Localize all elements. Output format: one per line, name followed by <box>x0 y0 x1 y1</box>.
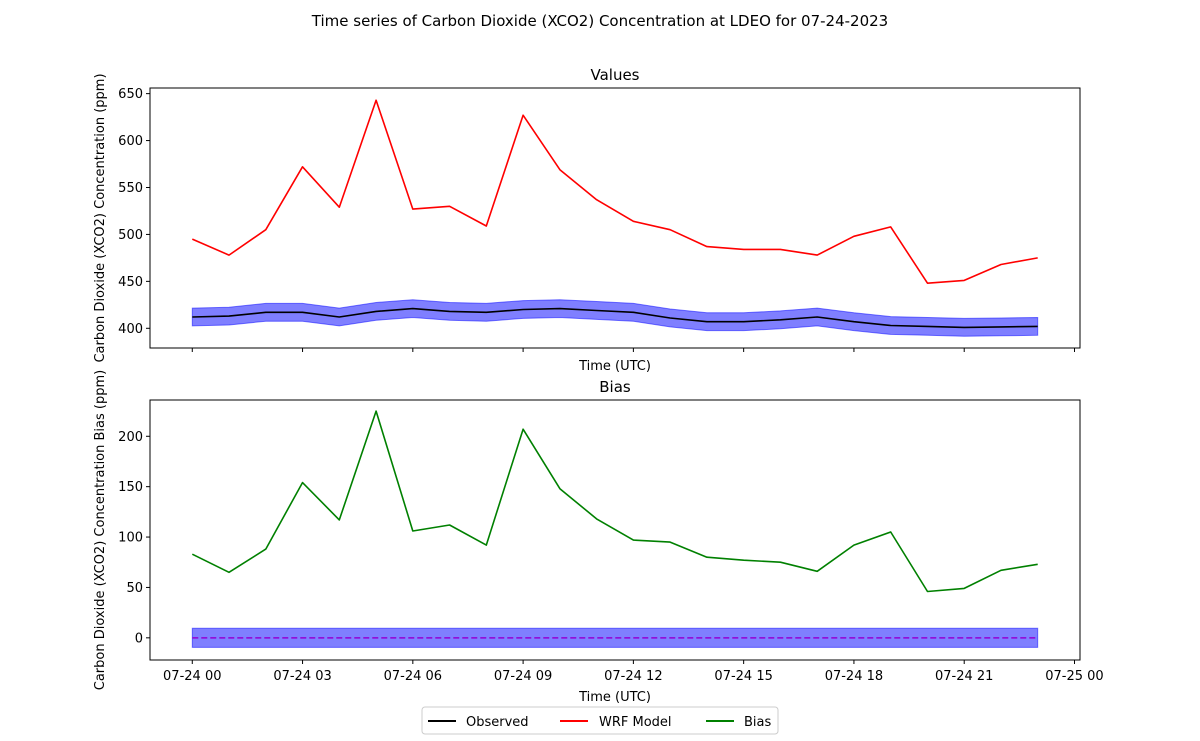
x-tick-label: 07-24 18 <box>825 669 883 684</box>
x-tick-label: 07-24 12 <box>604 669 662 684</box>
legend: Observed WRF Model Bias <box>421 706 779 735</box>
y-tick-label: 0 <box>135 631 143 646</box>
y-tick-label: 150 <box>118 480 143 495</box>
bias-panel-title: Bias <box>599 378 631 396</box>
bias-plot-frame <box>149 399 1081 661</box>
x-tick-label: 07-24 03 <box>273 669 331 684</box>
values-panel-title: Values <box>590 66 639 84</box>
values-panel: Values 400 450 500 550 600 650 Time (UTC) Car… <box>93 66 1081 374</box>
values-x-ticks <box>191 348 1075 352</box>
y-tick-label: 550 <box>118 181 143 196</box>
x-tick-label: 07-24 09 <box>494 669 552 684</box>
bias-x-axis-label: Time (UTC) <box>578 690 651 705</box>
bias-uncertainty-band <box>191 627 1039 648</box>
uncertainty-band-area <box>191 627 1039 648</box>
legend-label-wrf-model: WRF Model <box>599 715 672 730</box>
values-y-axis-label: Carbon Dioxide (XCO2) Concentration (ppm… <box>93 73 108 362</box>
y-tick-label: 600 <box>118 134 143 149</box>
y-tick-label: 200 <box>118 430 143 445</box>
legend-label-bias: Bias <box>744 715 771 730</box>
y-tick-label: 450 <box>118 275 143 290</box>
values-series-lines <box>191 99 1038 329</box>
bias-series-lines <box>191 410 1038 593</box>
bias-y-ticks: 0 50 100 150 200 <box>118 430 150 646</box>
legend-box <box>421 706 779 735</box>
series-line-model <box>191 99 1038 284</box>
figure-title: Time series of Carbon Dioxide (XCO2) Con… <box>311 12 888 30</box>
y-tick-label: 100 <box>118 531 143 546</box>
x-tick-label: 07-24 21 <box>935 669 993 684</box>
values-y-ticks: 400 450 500 550 600 650 <box>118 87 150 337</box>
y-tick-label: 50 <box>126 581 143 596</box>
observed-uncertainty-band <box>191 299 1039 337</box>
legend-label-observed: Observed <box>466 715 529 730</box>
y-tick-label: 400 <box>118 322 143 337</box>
values-plot-frame <box>149 87 1081 349</box>
y-tick-label: 650 <box>118 87 143 102</box>
bias-y-axis-label: Carbon Dioxide (XCO2) Concentration Bias… <box>93 370 108 690</box>
series-line-observed <box>192 307 1038 329</box>
x-tick-label: 07-24 15 <box>714 669 772 684</box>
x-tick-label: 07-25 00 <box>1045 669 1103 684</box>
values-x-axis-label: Time (UTC) <box>578 359 651 374</box>
x-tick-label: 07-24 06 <box>384 669 442 684</box>
uncertainty-band-area <box>191 299 1039 337</box>
y-tick-label: 500 <box>118 228 143 243</box>
bias-x-ticks: 07-24 00 07-24 03 07-24 06 07-24 09 07-24 12… <box>163 660 1104 684</box>
x-tick-label: 07-24 00 <box>163 669 221 684</box>
series-line-bias <box>191 410 1038 593</box>
